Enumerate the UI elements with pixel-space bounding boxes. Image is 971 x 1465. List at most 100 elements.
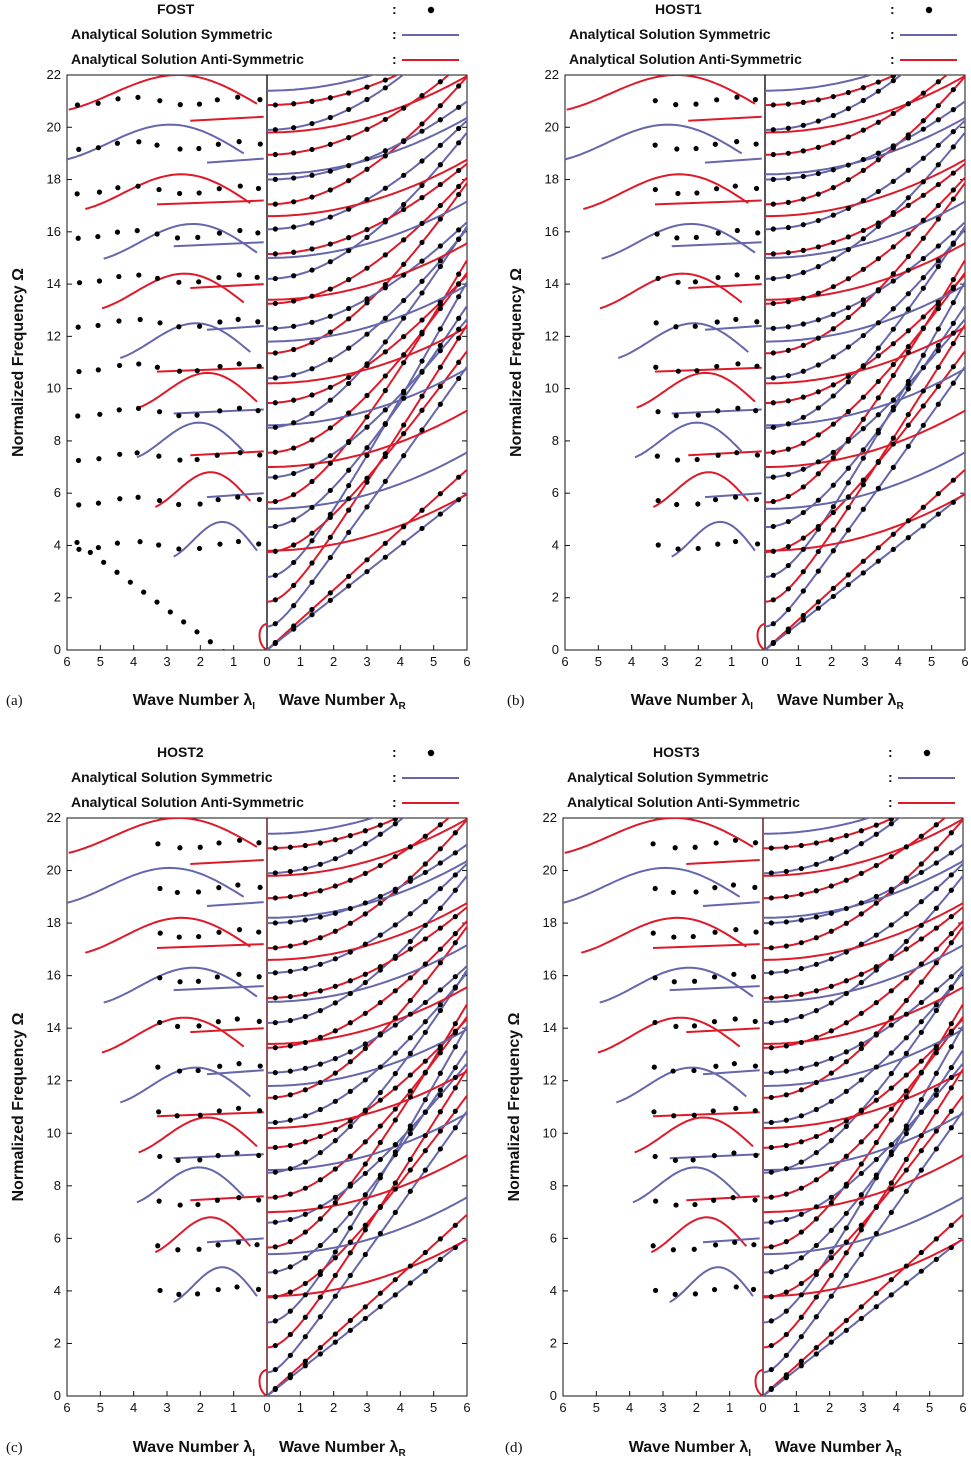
numerical-point bbox=[456, 125, 462, 132]
numerical-point bbox=[845, 246, 851, 253]
numerical-point bbox=[272, 498, 278, 505]
numerical-point bbox=[362, 911, 368, 917]
anti-symmetric-curve bbox=[266, 1093, 467, 1299]
numerical-point bbox=[873, 1032, 879, 1038]
numerical-point bbox=[918, 861, 924, 867]
numerical-point bbox=[407, 1094, 413, 1100]
numerical-point bbox=[785, 606, 791, 613]
numerical-point bbox=[845, 344, 851, 350]
numerical-point bbox=[828, 1293, 834, 1299]
numerical-point bbox=[422, 833, 428, 839]
anti-symmetric-curve bbox=[763, 1017, 963, 1149]
numerical-point bbox=[768, 1194, 774, 1200]
numerical-point bbox=[362, 1045, 368, 1052]
numerical-point bbox=[800, 173, 806, 180]
numerical-point bbox=[843, 905, 849, 912]
numerical-point bbox=[845, 314, 851, 321]
numerical-point bbox=[950, 170, 956, 176]
y-tick-label: 12 bbox=[543, 1073, 557, 1088]
numerical-point bbox=[347, 1049, 353, 1055]
numerical-point bbox=[768, 1020, 774, 1026]
numerical-point bbox=[382, 153, 388, 159]
numerical-points bbox=[650, 818, 954, 1393]
numerical-point bbox=[783, 1331, 789, 1338]
symmetric-curve bbox=[762, 1112, 963, 1172]
numerical-point bbox=[933, 925, 939, 931]
numerical-point bbox=[362, 979, 368, 986]
numerical-point bbox=[843, 1225, 849, 1231]
anti-symmetric-curve bbox=[267, 905, 467, 999]
numerical-point bbox=[815, 405, 821, 411]
numerical-point bbox=[272, 1094, 278, 1101]
symmetric-curve bbox=[119, 1066, 251, 1104]
anti-symmetric-curve bbox=[267, 1015, 467, 1199]
numerical-point bbox=[317, 1351, 323, 1357]
numerical-point bbox=[731, 1150, 737, 1156]
numerical-point bbox=[291, 101, 297, 107]
numerical-point bbox=[317, 1269, 323, 1275]
numerical-point bbox=[815, 217, 821, 224]
numerical-point bbox=[419, 158, 425, 164]
numerical-point bbox=[214, 1197, 220, 1203]
numerical-point bbox=[815, 144, 821, 150]
numerical-point bbox=[364, 414, 370, 420]
numerical-point bbox=[419, 407, 425, 413]
numerical-point bbox=[770, 151, 776, 158]
anti-symmetric-curve bbox=[756, 622, 766, 650]
numerical-point bbox=[437, 299, 443, 305]
numerical-point bbox=[392, 854, 398, 860]
numerical-point bbox=[890, 78, 896, 84]
numerical-point bbox=[287, 919, 293, 925]
x-tick-label-real: 1 bbox=[297, 1400, 304, 1415]
numerical-point bbox=[830, 212, 836, 218]
numerical-point bbox=[815, 264, 821, 270]
numerical-point bbox=[828, 956, 834, 962]
numerical-point bbox=[347, 1183, 353, 1189]
numerical-point bbox=[714, 363, 720, 370]
numerical-point bbox=[257, 884, 263, 891]
numerical-point bbox=[364, 452, 370, 458]
numerical-point bbox=[933, 1128, 939, 1134]
symmetric-curve bbox=[601, 223, 756, 260]
numerical-point bbox=[691, 1112, 697, 1118]
numerical-point bbox=[770, 127, 776, 133]
numerical-point bbox=[800, 394, 806, 400]
numerical-point bbox=[291, 199, 297, 205]
numerical-point bbox=[873, 1064, 879, 1070]
numerical-point bbox=[813, 1269, 819, 1275]
x-tick-label-imag: 6 bbox=[63, 1400, 70, 1415]
numerical-point bbox=[96, 456, 102, 462]
numerical-point bbox=[237, 183, 243, 189]
numerical-point bbox=[272, 640, 278, 647]
symmetric-curve bbox=[632, 1166, 741, 1204]
anti-symmetric-curve bbox=[266, 818, 467, 950]
numerical-point bbox=[422, 1019, 428, 1025]
numerical-point bbox=[382, 285, 388, 291]
anti-symmetric-curve bbox=[267, 919, 467, 1049]
numerical-point bbox=[711, 1152, 717, 1159]
numerical-point bbox=[813, 1242, 819, 1249]
numerical-point bbox=[422, 936, 428, 942]
numerical-point bbox=[422, 1058, 428, 1064]
numerical-point bbox=[735, 361, 741, 367]
numerical-point bbox=[347, 833, 353, 839]
numerical-point bbox=[272, 621, 278, 627]
numerical-point bbox=[317, 1150, 323, 1156]
numerical-point bbox=[437, 305, 443, 312]
anti-symmetric-curve bbox=[156, 1111, 264, 1118]
numerical-point bbox=[347, 1118, 353, 1124]
numerical-point bbox=[692, 1291, 699, 1297]
numerical-point bbox=[317, 888, 323, 894]
numerical-point bbox=[950, 277, 956, 283]
numerical-point bbox=[377, 1000, 383, 1006]
y-tick-label: 20 bbox=[47, 863, 61, 878]
anti-symmetric-curve bbox=[68, 818, 258, 854]
anti-symmetric-curve bbox=[597, 1016, 741, 1054]
numerical-point bbox=[302, 1255, 308, 1261]
symmetric-curve bbox=[702, 901, 760, 907]
numerical-point bbox=[858, 1045, 864, 1052]
numerical-point bbox=[903, 911, 909, 917]
numerical-point bbox=[713, 1063, 719, 1069]
numerical-point bbox=[437, 846, 443, 852]
numerical-point bbox=[918, 999, 924, 1006]
